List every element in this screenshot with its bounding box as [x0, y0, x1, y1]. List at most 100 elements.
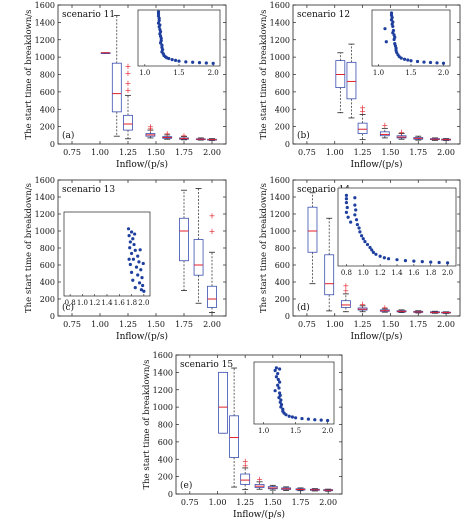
outlier-marker: + — [359, 104, 366, 113]
x-tick-label: 1.50 — [147, 320, 165, 329]
x-tick-label: 1.25 — [354, 320, 372, 329]
scenario-label: scenario 15 — [180, 360, 233, 370]
box-7 — [207, 138, 217, 141]
inset-point — [344, 201, 349, 205]
y-tick-label: 1600 — [35, 1, 55, 10]
box-4 — [267, 484, 278, 491]
inset-point — [211, 61, 215, 65]
y-tick-label: 400 — [158, 455, 173, 464]
y-tick-label: 1200 — [35, 36, 55, 45]
inset-point — [420, 260, 424, 264]
inset-point — [128, 246, 132, 250]
y-axis-label: The start time of breakdown/s — [259, 9, 269, 139]
x-tick-label: 1.75 — [175, 320, 193, 329]
inset-point — [429, 260, 433, 264]
y-tick-label: 400 — [275, 105, 290, 114]
inset-point — [156, 12, 161, 16]
y-tick-label: 1200 — [270, 36, 290, 45]
box-0 — [218, 371, 228, 434]
box-body — [346, 61, 357, 100]
inset-point — [326, 418, 330, 423]
inset-point — [137, 281, 142, 285]
inset-plot: 1.0 1.5 2.0 — [371, 9, 451, 77]
box-1 — [346, 43, 357, 119]
box-5: + — [179, 132, 189, 141]
inset-point — [353, 213, 357, 217]
x-tick-label: 1.00 — [326, 320, 344, 329]
y-tick-label: 600 — [275, 261, 290, 270]
inset-point — [374, 252, 378, 256]
y-tick-label: 1000 — [35, 227, 55, 236]
scenario-label: scenario 13 — [62, 185, 115, 195]
inset-point — [137, 260, 141, 264]
box-7 — [441, 138, 451, 141]
inset-point — [128, 262, 132, 267]
y-tick-label: 1400 — [270, 18, 290, 27]
inset-point — [422, 60, 426, 64]
inset-point — [127, 234, 131, 238]
x-tick-label: 2.00 — [319, 498, 337, 507]
y-tick-label: 1200 — [35, 210, 55, 219]
inset-point — [159, 36, 163, 40]
inset-point — [276, 383, 280, 387]
outlier-marker: + — [242, 457, 249, 466]
inset-point — [391, 24, 395, 29]
y-tick-label: 600 — [158, 438, 173, 447]
outlier-marker: + — [398, 128, 405, 137]
outlier-marker: + — [125, 62, 132, 71]
x-tick-label: 1.00 — [326, 148, 344, 157]
inset-point — [445, 261, 450, 265]
inset-x-tick-label: 1.8 — [425, 269, 436, 277]
panel-label: (e) — [180, 480, 192, 491]
box-3: ++ — [145, 123, 156, 139]
box-1 — [193, 188, 204, 304]
box-body — [111, 62, 122, 113]
scenario-label: scenario 14 — [297, 185, 350, 195]
inset-point — [131, 278, 135, 282]
box-0 — [335, 52, 346, 114]
x-tick-label: 1.50 — [382, 148, 400, 157]
x-tick-label: 0.75 — [63, 320, 81, 329]
panel-b: 0 200 400 600 800 1000 1200 1400 1600 0.75 1.00 1.2… — [259, 1, 461, 170]
inset-point — [402, 57, 407, 61]
y-tick-label: 200 — [275, 123, 290, 132]
inset-point — [399, 56, 403, 60]
box-6 — [295, 487, 306, 492]
inset-point — [274, 366, 278, 370]
y-tick-label: 200 — [158, 473, 173, 482]
x-tick-label: 1.00 — [91, 320, 109, 329]
y-tick-label: 1600 — [270, 176, 290, 185]
y-axis-label: The start time of breakdown/s — [24, 183, 34, 313]
inset-plot: 0.8 1.0 1.2 1.4 1.6 1.8 2.0 — [63, 211, 151, 307]
y-tick-label: 200 — [40, 295, 55, 304]
inset-point — [279, 405, 283, 409]
x-axis-label: Inflow/(p/s) — [233, 509, 285, 520]
box-5 — [281, 486, 292, 491]
box-body — [207, 285, 217, 308]
inset-point — [131, 257, 136, 261]
inset-frame — [371, 9, 451, 67]
inset-point — [160, 43, 164, 47]
box-2: ++ — [207, 212, 217, 314]
outlier-marker: + — [256, 475, 263, 484]
x-tick-label: 1.00 — [91, 148, 109, 157]
inset-point — [141, 261, 145, 266]
box-body — [229, 415, 240, 458]
inset-point — [133, 248, 137, 252]
inset-point — [138, 248, 142, 252]
x-tick-label: 2.00 — [203, 320, 221, 329]
x-tick-label: 1.75 — [409, 148, 427, 157]
x-tick-label: 1.50 — [264, 498, 282, 507]
box-3: + — [357, 300, 368, 313]
y-tick-label: 1000 — [35, 53, 55, 62]
inset-point — [157, 16, 161, 20]
x-tick-label: 1.25 — [119, 148, 137, 157]
inset-point — [287, 414, 291, 418]
y-tick-label: 600 — [40, 88, 55, 97]
inset-point — [132, 242, 136, 247]
inset-point — [392, 37, 396, 42]
box-6 — [413, 310, 424, 314]
inset-point — [278, 367, 282, 371]
box-6 — [430, 137, 440, 141]
inset-point — [349, 220, 353, 224]
